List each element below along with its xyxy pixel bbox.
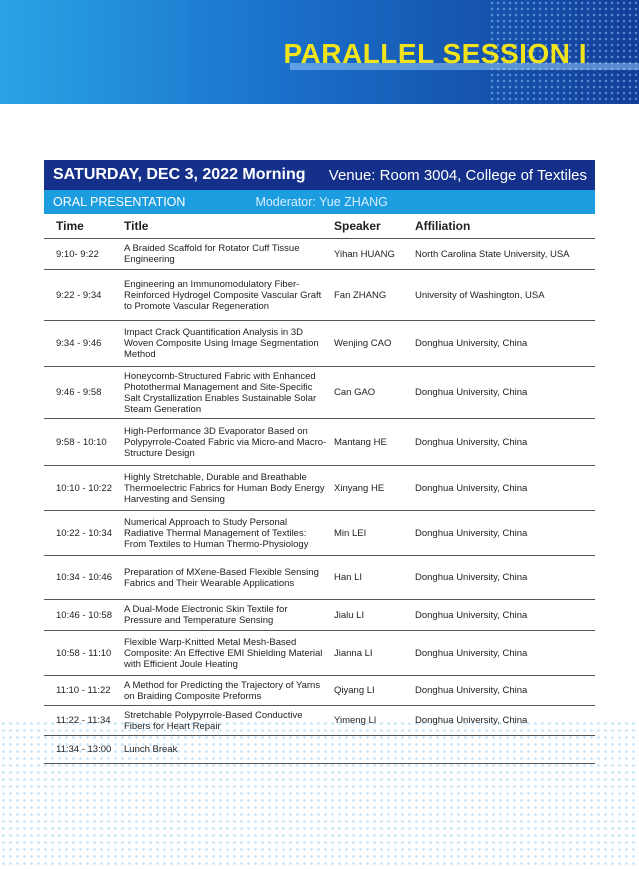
cell-speaker: Can GAO: [334, 387, 376, 398]
table-row: 10:22 - 10:34 Numerical Approach to Study…: [44, 511, 595, 556]
cell-title: Impact Crack Quantification Analysis in …: [124, 327, 319, 360]
table-row: 9:22 - 9:34 Engineering an Immunomodulato…: [44, 270, 595, 321]
table-row: 9:10- 9:22 A Braided Scaffold for Rotator…: [44, 239, 595, 270]
cell-speaker: Han LI: [334, 572, 362, 583]
table-row: 9:58 - 10:10 High-Performance 3D Evaporat…: [44, 419, 595, 466]
cell-speaker: Mantang HE: [334, 436, 387, 448]
cell-title: Honeycomb-Structured Fabric with Enhance…: [124, 370, 317, 415]
cell-time: 10:46 - 10:58: [56, 609, 112, 621]
session-venue: Venue: Room 3004, College of Textiles: [328, 166, 587, 184]
table-row: 10:34 - 10:46 Preparation of MXene-Based …: [44, 556, 595, 600]
cell-speaker: Fan ZHANG: [334, 289, 387, 301]
cell-title: Stretchable Polypyrrole-Based Conductive…: [124, 709, 303, 732]
cell-time: 9:58 - 10:10: [56, 436, 107, 448]
col-time: Time: [56, 219, 84, 233]
session-subheader: ORAL PRESENTATION Moderator: Yue ZHANG: [44, 190, 595, 214]
cell-affiliation: Donghua University, China: [415, 647, 528, 659]
header-banner: PARALLEL SESSION I: [0, 0, 639, 104]
cell-affiliation: Donghua University, China: [415, 387, 528, 398]
cell-affiliation: North Carolina State University, USA: [415, 248, 570, 260]
cell-title: A Dual-Mode Electronic Skin Textile for …: [124, 604, 288, 626]
table-row: 9:34 - 9:46 Impact Crack Quantification A…: [44, 321, 595, 367]
table-row: 10:58 - 11:10 Flexible Warp-Knitted Metal…: [44, 631, 595, 676]
session-header: SATURDAY, DEC 3, 2022 Morning Venue: Roo…: [44, 160, 595, 190]
cell-speaker: Xinyang HE: [334, 482, 385, 494]
cell-speaker: Min LEI: [334, 527, 367, 539]
cell-time: 9:46 - 9:58: [56, 387, 102, 398]
cell-time: 11:34 - 13:00: [56, 744, 112, 755]
cell-title: High-Performance 3D Evaporator Based on …: [124, 425, 327, 459]
col-title: Title: [124, 218, 149, 233]
cell-title: A Braided Scaffold for Rotator Cuff Tiss…: [124, 243, 300, 265]
table-row: 11:10 - 11:22 A Method for Predicting the…: [44, 676, 595, 706]
cell-speaker: Yihan HUANG: [334, 248, 395, 260]
cell-affiliation: Donghua University, China: [415, 715, 528, 726]
cell-speaker: Jialu LI: [334, 609, 365, 621]
cell-time: 11:22 - 11:34: [56, 715, 111, 726]
cell-title: Preparation of MXene-Based Flexible Sens…: [124, 566, 319, 589]
cell-time: 10:58 - 11:10: [56, 647, 112, 659]
cell-affiliation: Donghua University, China: [415, 572, 528, 583]
cell-speaker: Qiyang LI: [334, 685, 375, 696]
table-row: 11:22 - 11:34 Stretchable Polypyrrole-Bas…: [44, 706, 595, 736]
cell-time: 9:22 - 9:34: [56, 289, 102, 301]
cell-time: 10:22 - 10:34: [56, 527, 112, 539]
column-headers: Time Title Speaker Affiliation: [44, 214, 595, 239]
cell-time: 9:34 - 9:46: [56, 338, 102, 349]
cell-speaker: Wenjing CAO: [334, 338, 392, 349]
moderator: Moderator: Yue ZHANG: [255, 195, 388, 209]
table-row: 9:46 - 9:58 Honeycomb-Structured Fabric w…: [44, 367, 595, 419]
background-dot-pattern: [0, 720, 639, 869]
cell-title: Lunch Break: [124, 744, 178, 755]
cell-title: Highly Stretchable, Durable and Breathab…: [124, 471, 325, 505]
decorative-stripe: [290, 63, 639, 70]
table-row: 11:34 - 13:00 Lunch Break: [44, 736, 595, 764]
cell-time: 10:34 - 10:46: [56, 572, 112, 583]
cell-title: Engineering an Immunomodulatory Fiber-Re…: [124, 278, 322, 312]
cell-affiliation: Donghua University, China: [415, 482, 528, 494]
cell-title: Numerical Approach to Study Personal Rad…: [124, 516, 309, 550]
cell-affiliation: Donghua University, China: [415, 527, 528, 539]
table-row: 10:10 - 10:22 Highly Stretchable, Durable…: [44, 466, 595, 511]
cell-title: A Method for Predicting the Trajectory o…: [124, 679, 321, 702]
cell-time: 11:10 - 11:22: [56, 685, 111, 696]
cell-affiliation: Donghua University, China: [415, 685, 528, 696]
session-type: ORAL PRESENTATION: [53, 195, 186, 209]
decorative-dots: [489, 0, 639, 104]
cell-affiliation: Donghua University, China: [415, 609, 528, 621]
col-affiliation: Affiliation: [415, 219, 471, 233]
cell-speaker: Yimeng LI: [334, 715, 377, 726]
cell-speaker: Jianna LI: [334, 647, 373, 659]
cell-title: Flexible Warp-Knitted Metal Mesh-Based C…: [124, 636, 323, 670]
cell-time: 10:10 - 10:22: [56, 482, 112, 494]
cell-affiliation: University of Washington, USA: [415, 289, 545, 301]
table-row: 10:46 - 10:58 A Dual-Mode Electronic Skin…: [44, 600, 595, 631]
session-date: SATURDAY, DEC 3, 2022 Morning: [53, 166, 306, 183]
col-speaker: Speaker: [334, 219, 381, 233]
page-title: PARALLEL SESSION I: [283, 38, 587, 69]
cell-affiliation: Donghua University, China: [415, 436, 528, 448]
cell-time: 9:10- 9:22: [56, 248, 99, 260]
cell-affiliation: Donghua University, China: [415, 338, 528, 349]
schedule-table: SATURDAY, DEC 3, 2022 Morning Venue: Roo…: [44, 160, 595, 764]
